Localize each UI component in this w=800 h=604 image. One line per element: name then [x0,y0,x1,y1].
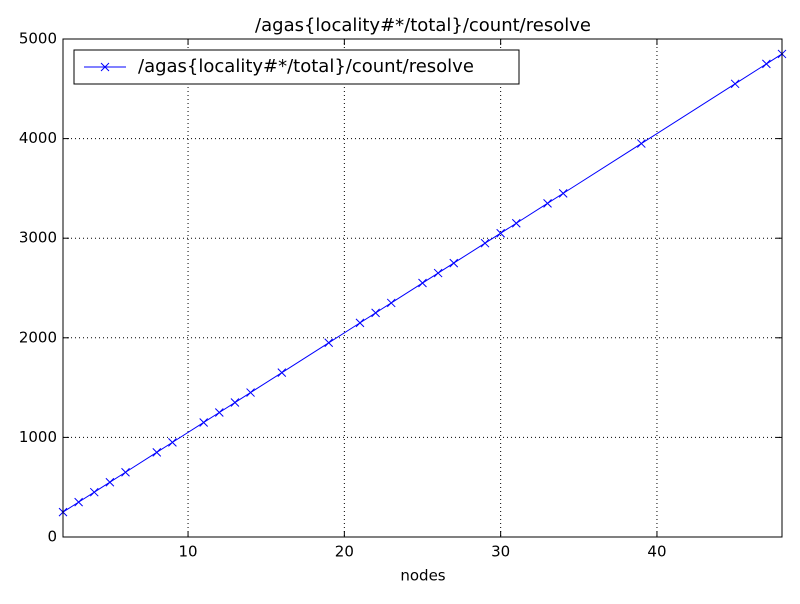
marker [214,408,224,417]
chart-title: /agas{locality#*/total}/count/resolve [255,15,591,36]
marker [324,338,334,348]
marker [636,139,646,148]
marker [277,368,287,378]
data-line [62,53,783,513]
y-tick-label: 0 [47,528,57,546]
marker [386,298,396,308]
marker [511,218,521,228]
marker [418,278,427,288]
y-tick-label: 2000 [19,328,57,346]
marker [152,447,162,457]
marker [168,438,177,447]
marker [762,59,771,69]
marker [480,238,490,248]
plot-frame [62,38,783,538]
x-tick-label: 10 [178,543,197,561]
y-tick-label: 5000 [19,30,57,48]
marker [355,318,365,328]
y-tick-label: 3000 [19,229,57,247]
x-tick-label: 20 [335,543,354,561]
marker [89,487,99,497]
marker [74,497,83,507]
marker [558,189,568,198]
marker [433,268,443,278]
x-axis-label: nodes [400,567,445,585]
legend-marker [100,62,110,72]
marker [105,477,115,487]
y-tick-label: 1000 [19,428,57,446]
legend-label: /agas{locality#*/total}/count/resolve [138,56,474,77]
marker [199,418,209,427]
x-tick-label: 30 [491,543,510,561]
marker [121,467,130,477]
x-tick-label: 40 [647,543,666,561]
marker [246,388,255,397]
marker [449,258,459,268]
marker [496,228,506,238]
marker [230,398,240,407]
marker [730,79,740,89]
marker [371,308,380,318]
legend-box [73,49,520,85]
y-tick-label: 4000 [19,129,57,147]
marker [543,198,552,208]
